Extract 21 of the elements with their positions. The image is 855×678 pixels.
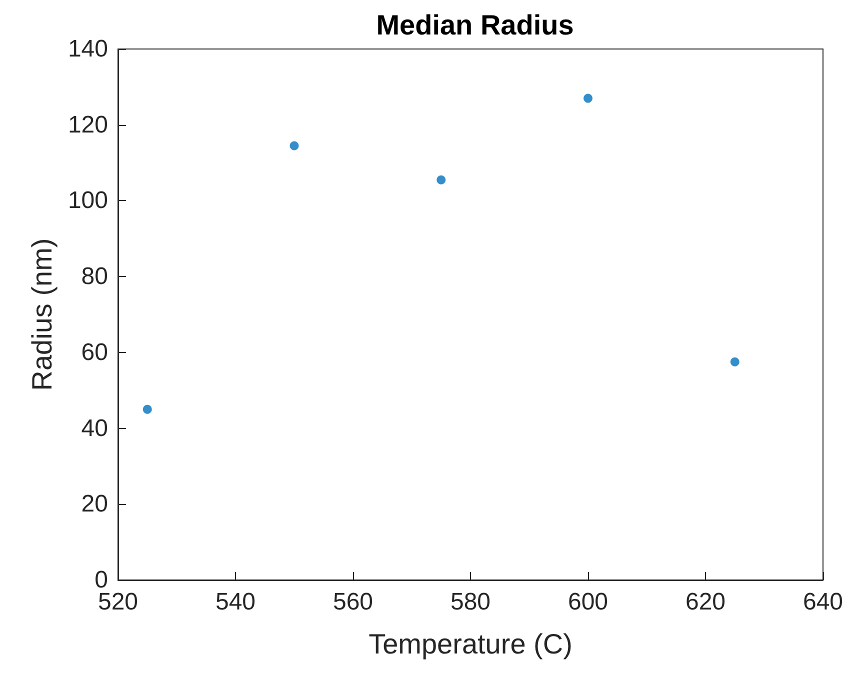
y-tick-label: 40 [81,414,108,442]
x-tick-label: 600 [568,588,608,616]
x-axis-title: Temperature (C) [368,628,572,660]
x-tick-label: 640 [802,588,844,616]
y-tick-label: 120 [68,111,108,138]
point [584,94,592,103]
y-tick-label: 140 [68,36,108,62]
y-axis-title: Radius (nm) [26,238,58,391]
point [142,404,152,414]
x-tick-label: 580 [450,588,491,616]
point [730,357,740,366]
point [436,175,446,184]
x-tick-label: 620 [685,588,726,616]
y-tick-label: 60 [81,338,108,366]
y-tick-label: 20 [81,490,108,518]
y-tick-label: 100 [68,187,108,214]
chart-title: Median Radius [376,10,574,40]
y-tick-label: 80 [81,263,108,290]
point [290,141,299,150]
x-tick-label: 540 [215,588,256,616]
x-tick-label: 560 [332,588,374,616]
